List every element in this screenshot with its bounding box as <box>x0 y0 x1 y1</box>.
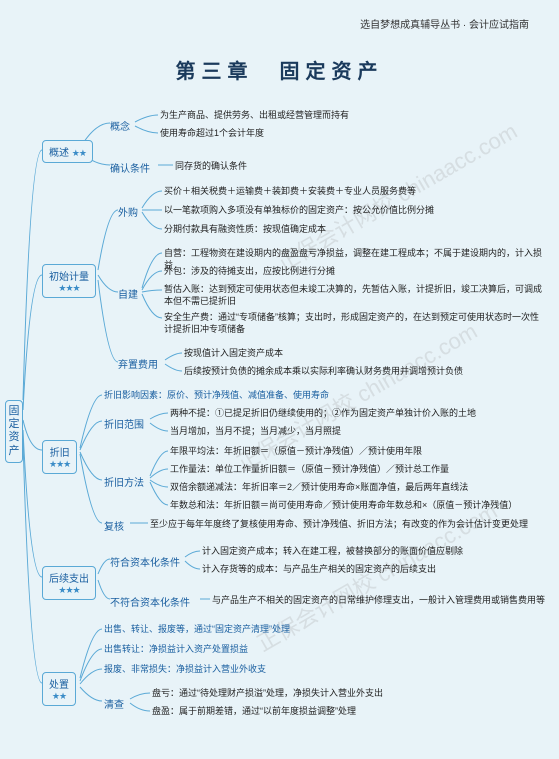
leaf: 外包：涉及的待摊支出，应按比例进行分摊 <box>164 266 335 278</box>
node-houxu: 后续支出 ★★★ <box>42 566 96 600</box>
stars-icon: ★★★ <box>58 283 79 293</box>
leaf: 安全生产费：通过“专项储备”核算；支出时，形成固定资产的，在达到预定可使用状态时… <box>164 312 544 335</box>
leaf: 买价＋相关税费＋运输费＋装卸费＋安装费＋专业人员服务费等 <box>164 186 416 198</box>
leaf: 至少应于每年年度终了复核使用寿命、预计净残值、折旧方法；有改变的作为会计估计变更… <box>150 519 528 531</box>
stars-icon: ★★★ <box>49 459 70 469</box>
leaf: 计入存货等的成本：与产品生产相关的固定资产的后续支出 <box>202 564 436 576</box>
node-qingcha: 清查 <box>104 696 124 711</box>
leaf: 报废、非常损失：净损益计入营业外收支 <box>104 664 266 676</box>
leaf: 年数总和法：年折旧额＝尚可使用寿命／预计使用寿命年数总和×（原值－预计净残值） <box>170 500 517 512</box>
stars-icon: ★★★ <box>58 585 79 595</box>
leaf: 分期付款具有融资性质：按现值确定成本 <box>164 224 326 236</box>
chapter-title: 第三章 固定资产 <box>0 55 559 84</box>
leaf: 当月增加，当月不提；当月减少，当月照提 <box>170 426 341 438</box>
leaf: 同存货的确认条件 <box>175 161 247 173</box>
stars-icon: ★★ <box>72 148 86 158</box>
node-fanwei: 折旧范围 <box>104 416 144 431</box>
leaf: 双倍余额递减法：年折旧率＝2／预计使用寿命×账面净值，最后两年直线法 <box>170 482 468 494</box>
page-header: 选自梦想成真辅导丛书 · 会计应试指南 <box>0 0 559 31</box>
node-gainian: 概念 <box>110 118 130 133</box>
node-zijian: 自建 <box>118 286 138 301</box>
root-node: 固定资产 <box>5 400 23 463</box>
leaf: 以一笔款项购入多项没有单独标价的固定资产：按公允价值比例分摊 <box>164 205 434 217</box>
leaf: 计入固定资产成本；转入在建工程，被替换部分的账面价值应剔除 <box>202 546 463 558</box>
node-yingxiang: 折旧影响因素：原价、预计净残值、减值准备、使用寿命 <box>104 390 329 402</box>
leaf: 为生产商品、提供劳务、出租或经营管理而持有 <box>160 110 349 122</box>
leaf: 出售转让：净损益计入资产处置损益 <box>104 644 248 656</box>
leaf: 与产品生产不相关的固定资产的日常维护修理支出，一般计入管理费用或销售费用等 <box>212 595 545 607</box>
leaf: 盘盈：属于前期差错，通过“以前年度损益调整”处理 <box>152 706 356 718</box>
node-queren: 确认条件 <box>110 160 150 175</box>
leaf: 暂估入账：达到预定可使用状态但未竣工决算的，先暂估入账，计提折旧，竣工决算后，可… <box>164 284 544 307</box>
leaf: 两种不提：①已提足折旧仍继续使用的；②作为固定资产单独计价入账的土地 <box>170 408 476 420</box>
leaf: 后续按预计负债的摊余成本乘以实际利率确认财务费用并调增预计负债 <box>184 366 463 378</box>
leaf: 出售、转让、报废等，通过“固定资产清理”处理 <box>104 624 290 636</box>
node-chushi: 初始计量 ★★★ <box>42 264 96 298</box>
node-label: 初始计量 <box>49 272 89 283</box>
leaf: 盘亏：通过“待处理财产损溢”处理，净损失计入营业外支出 <box>152 688 383 700</box>
leaf: 年限平均法：年折旧额＝（原值－预计净残值）／预计使用年限 <box>170 446 422 458</box>
stars-icon: ★★ <box>52 691 66 701</box>
node-chuzhi: 处置 ★★ <box>42 672 76 706</box>
node-label: 折旧 <box>50 448 70 459</box>
node-label: 处置 <box>49 680 69 691</box>
node-label: 概述 <box>49 148 69 159</box>
node-fangfa: 折旧方法 <box>104 474 144 489</box>
leaf: 按现值计入固定资产成本 <box>184 348 283 360</box>
node-zhejiu: 折旧 ★★★ <box>42 440 77 474</box>
node-waigou: 外购 <box>118 204 138 219</box>
node-label: 后续支出 <box>49 574 89 585</box>
node-qijian: 弃置费用 <box>118 356 158 371</box>
node-gaishu: 概述 ★★ <box>42 140 93 163</box>
leaf: 工作量法：单位工作量折旧额＝（原值－预计净残值）／预计总工作量 <box>170 464 449 476</box>
node-fuhe: 复核 <box>104 518 124 533</box>
node-bufuhe: 不符合资本化条件 <box>110 594 190 609</box>
node-fuhecond: 符合资本化条件 <box>110 554 180 569</box>
leaf: 使用寿命超过1个会计年度 <box>160 128 264 140</box>
